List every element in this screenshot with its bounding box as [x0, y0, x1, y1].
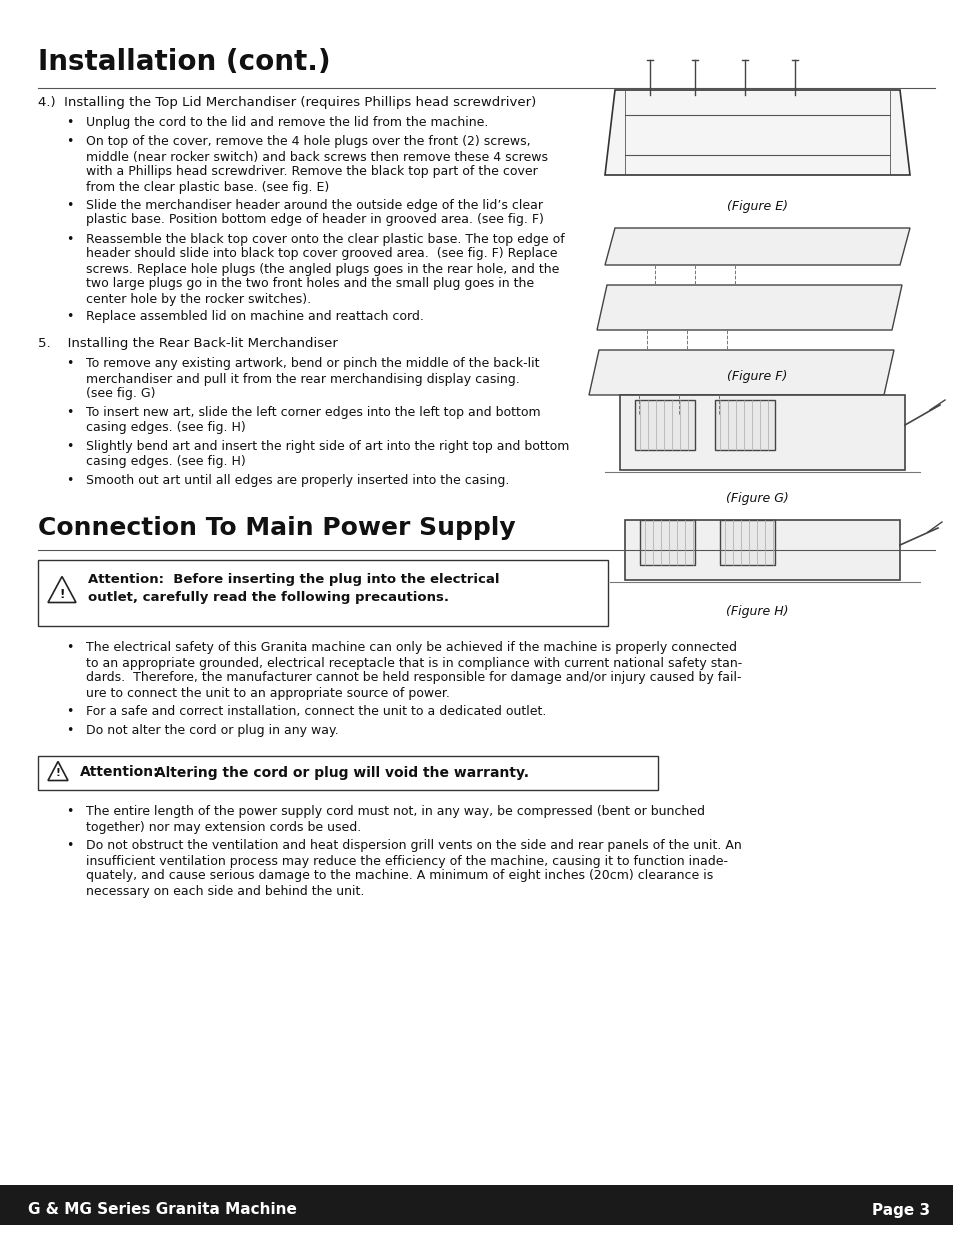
Bar — [639, 520, 695, 564]
Polygon shape — [597, 285, 901, 330]
Text: Reassemble the black top cover onto the clear plastic base. The top edge of
head: Reassemble the black top cover onto the … — [86, 232, 564, 305]
Text: G & MG Series Granita Machine: G & MG Series Granita Machine — [28, 1203, 296, 1218]
Bar — [38, 559, 607, 625]
Text: (Figure H): (Figure H) — [725, 605, 788, 618]
Bar — [635, 400, 695, 450]
Text: Slide the merchandiser header around the outside edge of the lid’s clear
plastic: Slide the merchandiser header around the… — [86, 199, 543, 226]
Polygon shape — [48, 577, 76, 603]
Text: Do not obstruct the ventilation and heat dispersion grill vents on the side and : Do not obstruct the ventilation and heat… — [86, 840, 741, 898]
Text: (Figure F): (Figure F) — [726, 370, 787, 383]
Text: •: • — [66, 232, 73, 246]
Text: 5.    Installing the Rear Back-lit Merchandiser: 5. Installing the Rear Back-lit Merchand… — [38, 337, 337, 351]
Text: •: • — [66, 704, 73, 718]
Polygon shape — [48, 762, 68, 781]
Text: Smooth out art until all edges are properly inserted into the casing.: Smooth out art until all edges are prope… — [86, 474, 509, 487]
Text: Attention:  Before inserting the plug into the electrical: Attention: Before inserting the plug int… — [88, 573, 499, 587]
Text: For a safe and correct installation, connect the unit to a dedicated outlet.: For a safe and correct installation, con… — [86, 704, 546, 718]
Polygon shape — [624, 520, 899, 580]
Polygon shape — [604, 90, 909, 175]
Bar — [38, 756, 658, 789]
Text: The entire length of the power supply cord must not, in any way, be compressed (: The entire length of the power supply co… — [86, 805, 704, 834]
Text: Page 3: Page 3 — [871, 1203, 929, 1218]
Text: Attention:: Attention: — [80, 766, 159, 779]
Text: !: ! — [59, 588, 65, 601]
Text: •: • — [66, 357, 73, 370]
Polygon shape — [604, 228, 909, 266]
Text: Replace assembled lid on machine and reattach cord.: Replace assembled lid on machine and rea… — [86, 310, 423, 324]
Text: Installation (cont.): Installation (cont.) — [38, 48, 331, 77]
Bar — [720, 520, 774, 564]
Text: •: • — [66, 805, 73, 819]
Text: •: • — [66, 641, 73, 655]
Text: •: • — [66, 840, 73, 852]
Bar — [714, 400, 774, 450]
Text: outlet, carefully read the following precautions.: outlet, carefully read the following pre… — [88, 592, 449, 604]
Text: To remove any existing artwork, bend or pinch the middle of the back-lit
merchan: To remove any existing artwork, bend or … — [86, 357, 539, 400]
Text: Altering the cord or plug will void the warranty.: Altering the cord or plug will void the … — [150, 766, 529, 779]
Text: Slightly bend art and insert the right side of art into the right top and bottom: Slightly bend art and insert the right s… — [86, 440, 569, 468]
Text: Do not alter the cord or plug in any way.: Do not alter the cord or plug in any way… — [86, 724, 338, 737]
Polygon shape — [588, 350, 893, 395]
Text: Unplug the cord to the lid and remove the lid from the machine.: Unplug the cord to the lid and remove th… — [86, 116, 488, 128]
Text: •: • — [66, 116, 73, 128]
Bar — [0, 1186, 953, 1225]
Text: On top of the cover, remove the 4 hole plugs over the front (2) screws,
middle (: On top of the cover, remove the 4 hole p… — [86, 136, 547, 194]
Text: To insert new art, slide the left corner edges into the left top and bottom
casi: To insert new art, slide the left corner… — [86, 406, 540, 433]
Text: !: ! — [55, 768, 60, 778]
Text: •: • — [66, 406, 73, 419]
Text: 4.)  Installing the Top Lid Merchandiser (requires Phillips head screwdriver): 4.) Installing the Top Lid Merchandiser … — [38, 96, 536, 109]
Polygon shape — [619, 395, 904, 471]
Text: The electrical safety of this Granita machine can only be achieved if the machin: The electrical safety of this Granita ma… — [86, 641, 741, 699]
Text: •: • — [66, 310, 73, 324]
Text: •: • — [66, 724, 73, 737]
Text: •: • — [66, 474, 73, 487]
Text: (Figure E): (Figure E) — [726, 200, 787, 212]
Text: •: • — [66, 199, 73, 211]
Text: (Figure G): (Figure G) — [725, 492, 788, 505]
Text: •: • — [66, 136, 73, 148]
Text: •: • — [66, 440, 73, 453]
Text: Connection To Main Power Supply: Connection To Main Power Supply — [38, 515, 515, 540]
